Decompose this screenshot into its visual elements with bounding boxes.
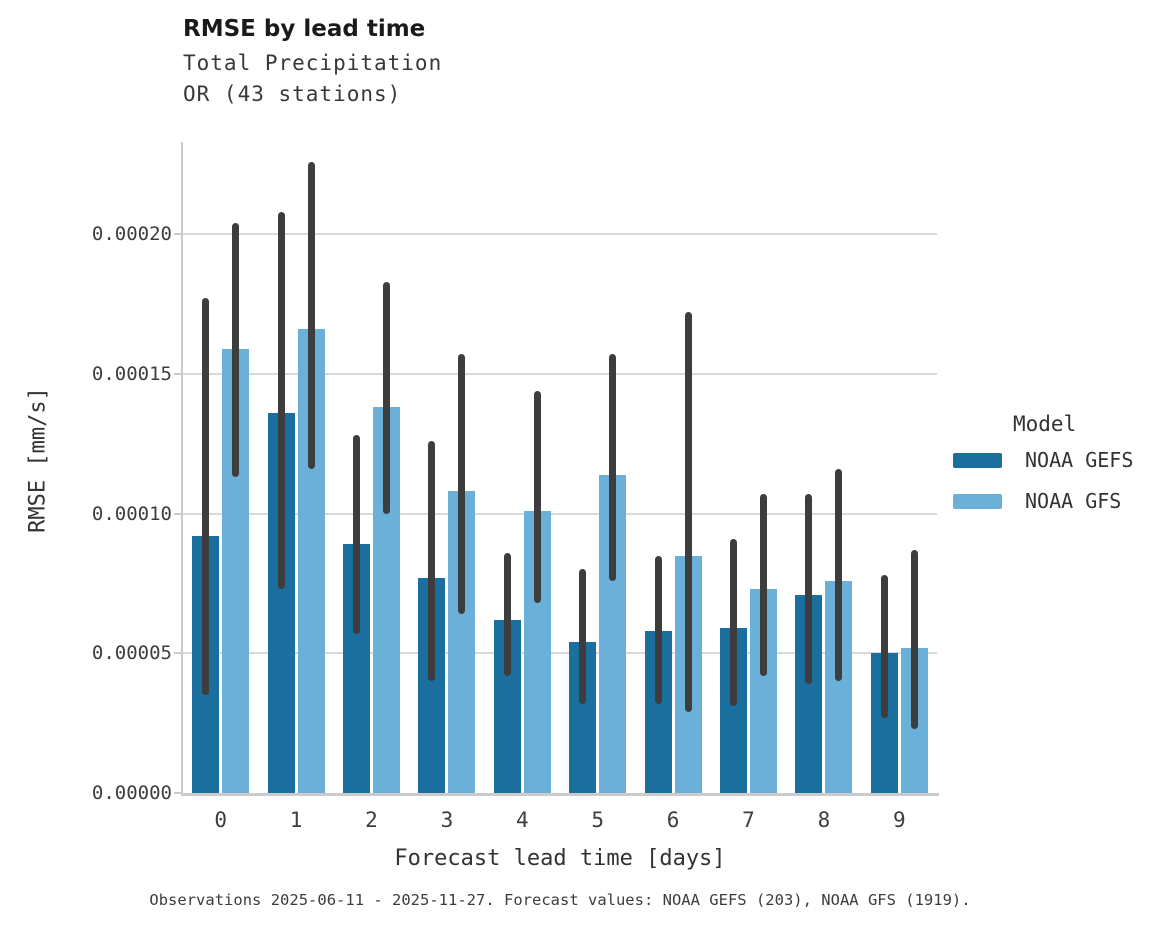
y-tick-mark [174, 372, 182, 375]
x-tick-label: 0 [214, 808, 228, 832]
error-bar-noaa-gefs-lead-6 [654, 555, 662, 704]
error-bar-noaa-gfs-lead-5 [609, 354, 617, 581]
error-bar-noaa-gefs-lead-8 [805, 494, 813, 685]
error-bar-noaa-gfs-lead-2 [383, 281, 390, 514]
y-tick-label: 0.00005 [91, 642, 172, 665]
error-bar-noaa-gfs-lead-6 [684, 312, 692, 712]
legend-label-gfs: NOAA GFS [1025, 489, 1122, 513]
y-tick-label: 0.00000 [91, 782, 172, 804]
gridline [183, 372, 937, 375]
x-tick-label: 6 [666, 808, 680, 832]
error-bar-noaa-gfs-lead-7 [760, 494, 767, 676]
gridline [183, 512, 937, 515]
y-tick-mark [174, 233, 182, 236]
error-bar-noaa-gefs-lead-3 [428, 440, 436, 682]
y-tick-label: 0.00010 [91, 502, 172, 525]
legend-title: Model [1013, 412, 1077, 436]
gridline [183, 233, 937, 236]
error-bar-noaa-gfs-lead-9 [910, 549, 918, 729]
error-bar-noaa-gfs-lead-8 [835, 468, 843, 682]
error-bar-noaa-gfs-lead-3 [458, 354, 466, 615]
legend-swatch-gfs [953, 493, 1002, 509]
plot-area [183, 142, 937, 793]
gridline [183, 652, 937, 655]
caption: Observations 2025-06-11 - 2025-11-27. Fo… [149, 891, 971, 909]
x-tick-label: 9 [892, 808, 906, 832]
error-bar-noaa-gefs-lead-4 [503, 552, 511, 676]
legend-entry-gefs: NOAA GEFS [953, 448, 1133, 472]
error-bar-noaa-gfs-lead-4 [533, 390, 541, 603]
x-tick-label: 1 [289, 808, 303, 832]
error-bar-noaa-gefs-lead-2 [353, 435, 360, 634]
error-bar-noaa-gfs-lead-1 [307, 161, 315, 469]
error-bar-noaa-gefs-lead-9 [880, 575, 888, 718]
x-tick-label: 5 [591, 808, 605, 832]
y-tick-mark [174, 652, 182, 655]
error-bar-noaa-gefs-lead-7 [730, 538, 737, 707]
chart-title: RMSE by lead time [183, 16, 426, 42]
chart-subtitle-line1: Total Precipitation [183, 51, 443, 75]
x-tick-label: 4 [515, 808, 529, 832]
legend-label-gefs: NOAA GEFS [1025, 448, 1134, 472]
y-tick-label: 0.00020 [91, 223, 172, 246]
y-tick-label: 0.00015 [91, 362, 172, 385]
x-axis-label: Forecast lead time [days] [394, 846, 726, 871]
y-tick-mark [174, 512, 182, 515]
x-tick-label: 3 [440, 808, 454, 832]
error-bar-noaa-gefs-lead-5 [579, 569, 587, 704]
y-tick-mark [174, 792, 182, 794]
legend: Model NOAA GEFS NOAA GFS [953, 412, 1133, 530]
chart-subtitle-line2: OR (43 stations) [183, 82, 402, 106]
x-tick-label: 7 [742, 808, 755, 832]
x-tick-label: 8 [817, 808, 831, 832]
error-bar-noaa-gefs-lead-0 [202, 298, 210, 696]
error-bar-noaa-gfs-lead-0 [232, 223, 240, 478]
y-axis-spine [181, 142, 183, 796]
error-bar-noaa-gefs-lead-1 [277, 211, 285, 590]
legend-swatch-gefs [953, 452, 1002, 468]
x-axis-spine [181, 793, 939, 796]
legend-entry-gfs: NOAA GFS [953, 489, 1133, 513]
x-tick-label: 2 [365, 808, 378, 832]
